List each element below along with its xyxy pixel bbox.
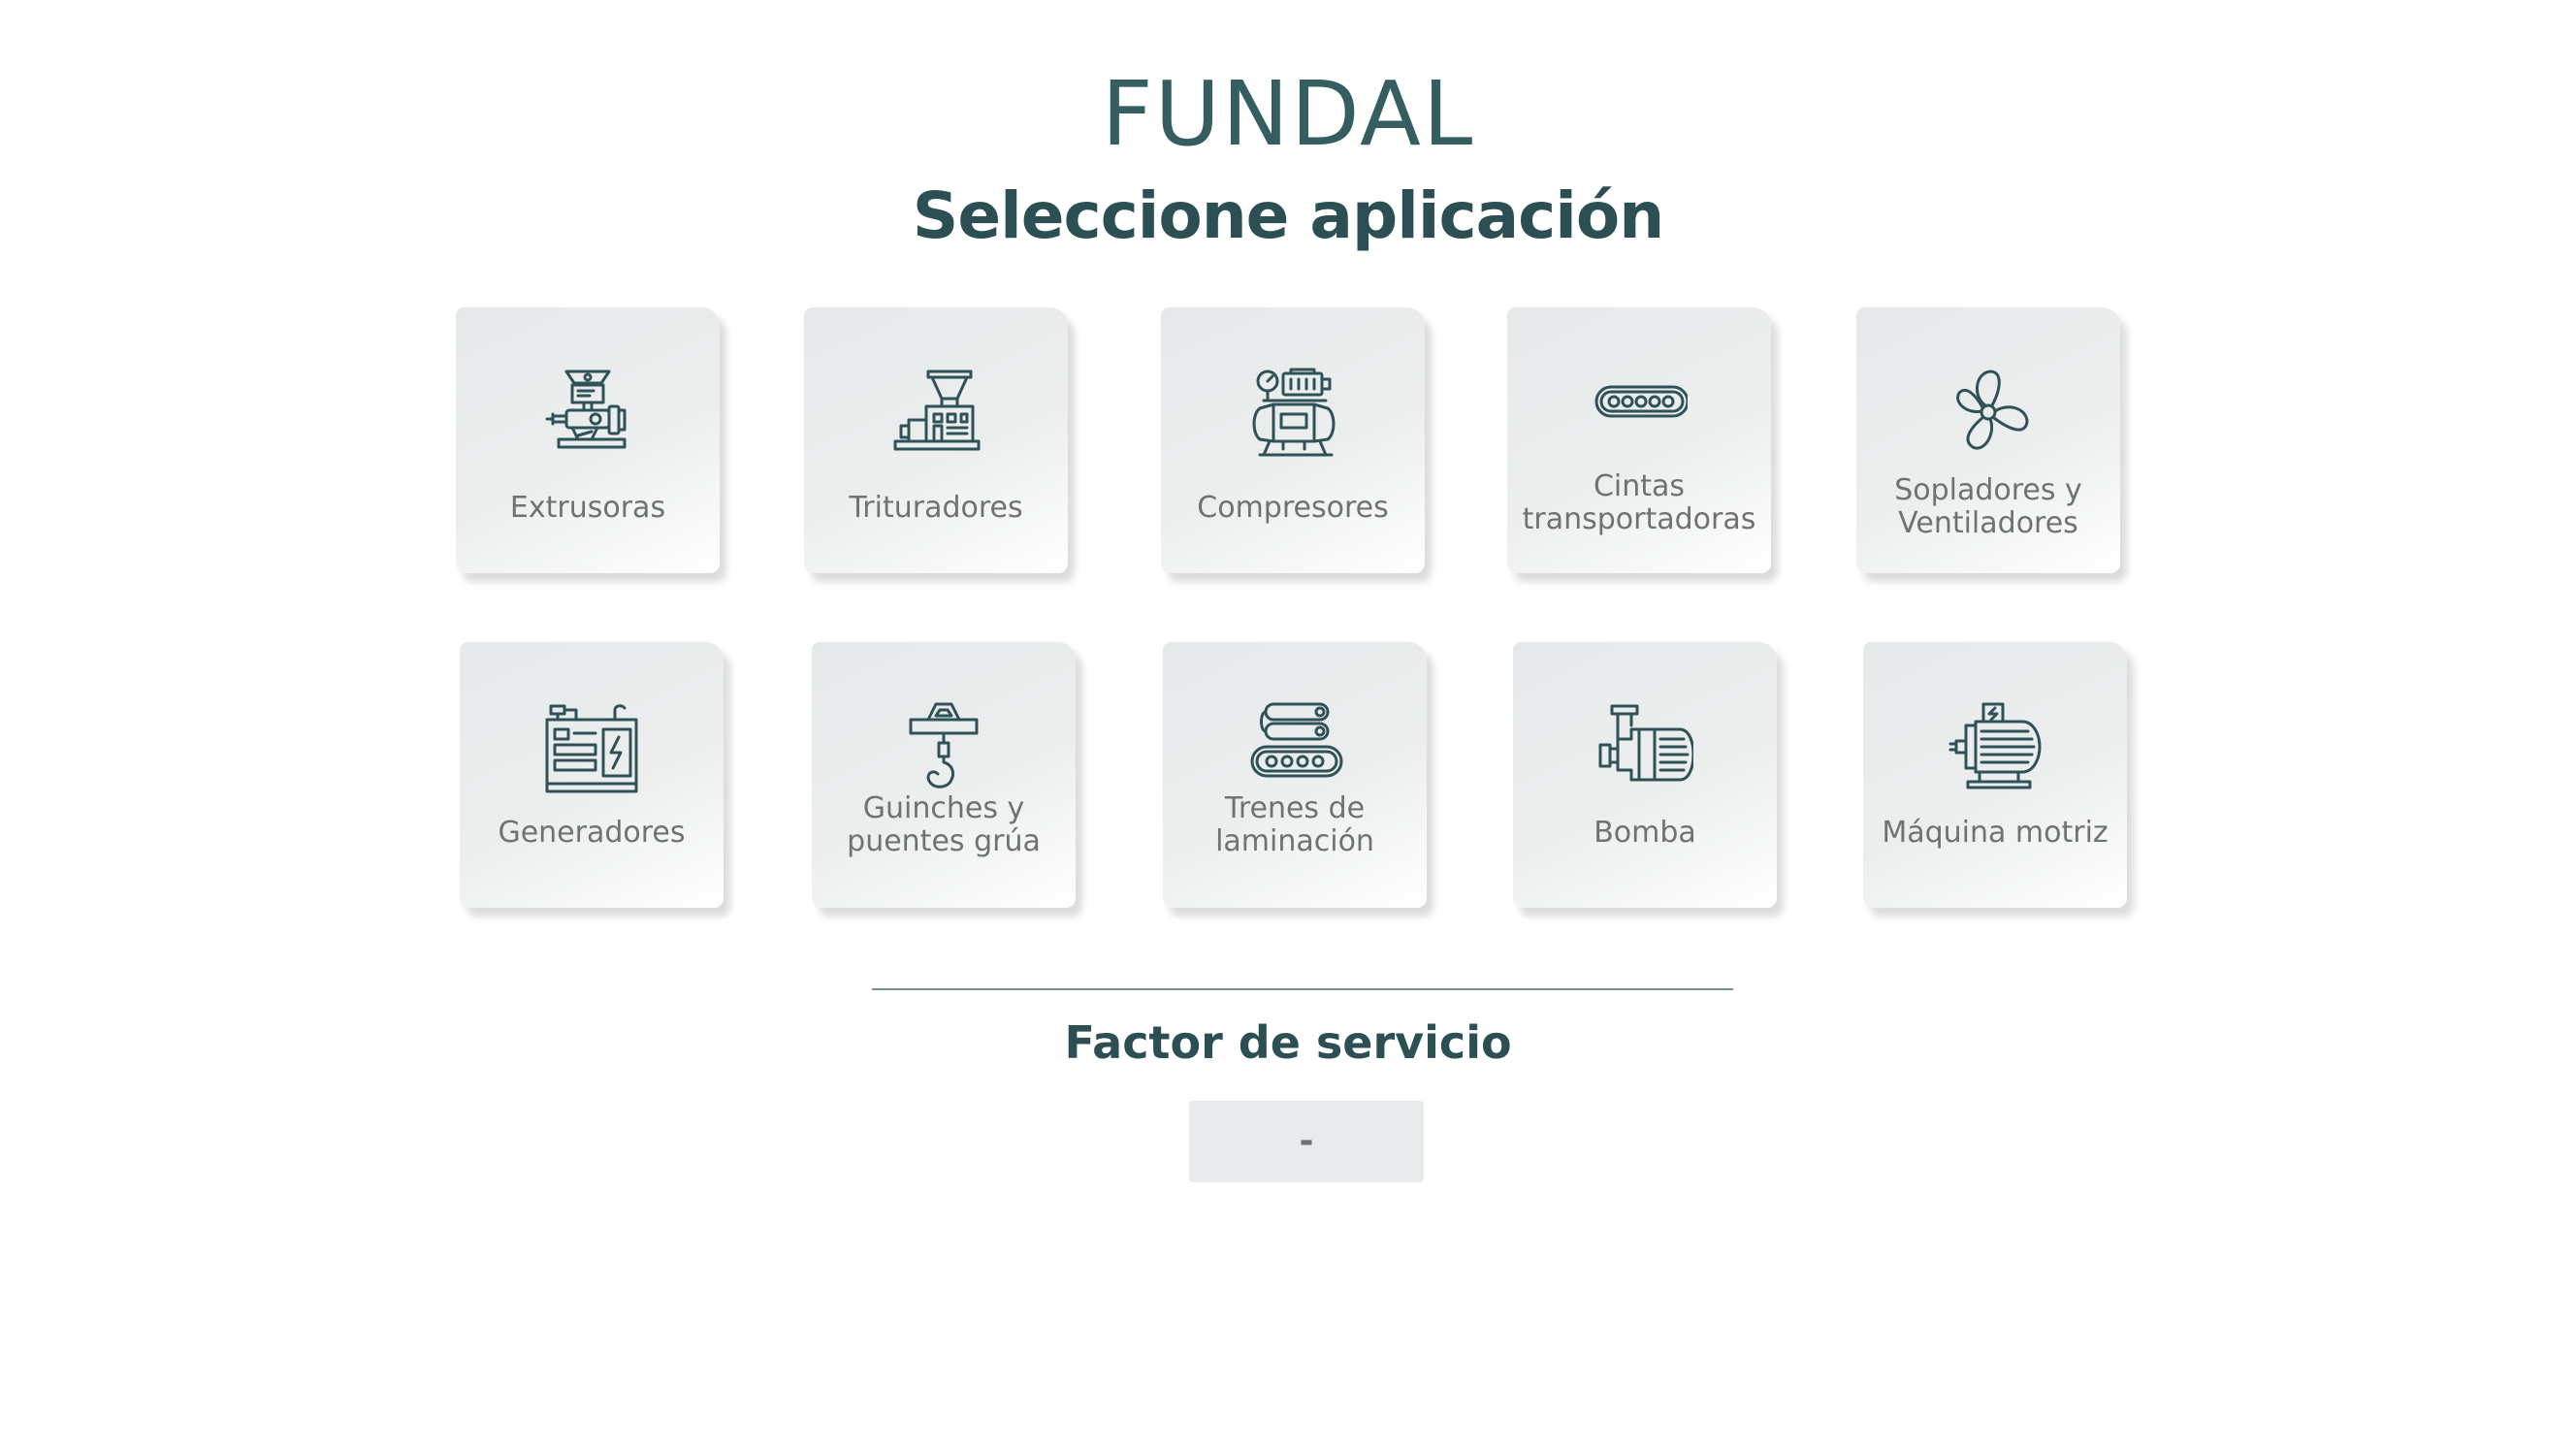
service-factor-value: - xyxy=(1189,1101,1424,1182)
app-label-multiline: Sopladores y Ventiladores xyxy=(1856,474,2120,540)
fan-icon xyxy=(1940,366,2037,463)
app-card-compresores[interactable]: Compresores xyxy=(1161,307,1425,573)
app-label-line1: Trenes de xyxy=(1163,792,1427,825)
app-label: Trituradores xyxy=(804,492,1068,525)
app-card-generadores[interactable]: Generadores xyxy=(460,642,724,908)
crane-hook-icon xyxy=(895,700,992,797)
app-card-cintas[interactable]: Cintas transportadoras xyxy=(1507,307,1771,573)
crusher-icon xyxy=(887,366,984,463)
app-card-maquina-motriz[interactable]: Máquina motriz xyxy=(1863,642,2127,908)
app-label-line2: transportadoras xyxy=(1507,503,1771,536)
conveyor-icon xyxy=(1591,366,1688,463)
app-card-sopladores[interactable]: Sopladores y Ventiladores xyxy=(1856,307,2120,573)
app-label-multiline: Guinches y puentes grúa xyxy=(812,792,1076,858)
app-label-line2: laminación xyxy=(1163,825,1427,858)
app-label: Bomba xyxy=(1513,817,1777,850)
generator-icon xyxy=(543,700,640,797)
app-card-extrusoras[interactable]: Extrusoras xyxy=(456,307,720,573)
app-label-multiline: Cintas transportadoras xyxy=(1507,470,1771,536)
app-label-line2: Ventiladores xyxy=(1856,507,2120,540)
app-card-trituradores[interactable]: Trituradores xyxy=(804,307,1068,573)
page-title: Seleccione aplicación xyxy=(0,184,2576,248)
app-label: Máquina motriz xyxy=(1863,817,2127,850)
service-factor-title: Factor de servicio xyxy=(0,1020,2576,1065)
app-label: Generadores xyxy=(460,817,724,850)
app-card-trenes[interactable]: Trenes de laminación xyxy=(1163,642,1427,908)
motor-icon xyxy=(1947,700,2044,797)
section-divider xyxy=(872,988,1733,990)
app-label-line1: Guinches y xyxy=(812,792,1076,825)
app-card-bomba[interactable]: Bomba xyxy=(1513,642,1777,908)
compressor-icon xyxy=(1244,366,1341,463)
app-label-line2: puentes grúa xyxy=(812,825,1076,858)
rolling-mill-icon xyxy=(1246,700,1343,797)
app-label: Compresores xyxy=(1161,492,1425,525)
brand-logo: FUNDAL xyxy=(0,70,2576,159)
pump-icon xyxy=(1596,700,1693,797)
app-label: Extrusoras xyxy=(456,492,720,525)
app-label-line1: Cintas xyxy=(1507,470,1771,503)
app-label-multiline: Trenes de laminación xyxy=(1163,792,1427,858)
app-label-line1: Sopladores y xyxy=(1856,474,2120,507)
app-card-guinches[interactable]: Guinches y puentes grúa xyxy=(812,642,1076,908)
extruder-icon xyxy=(539,366,636,463)
